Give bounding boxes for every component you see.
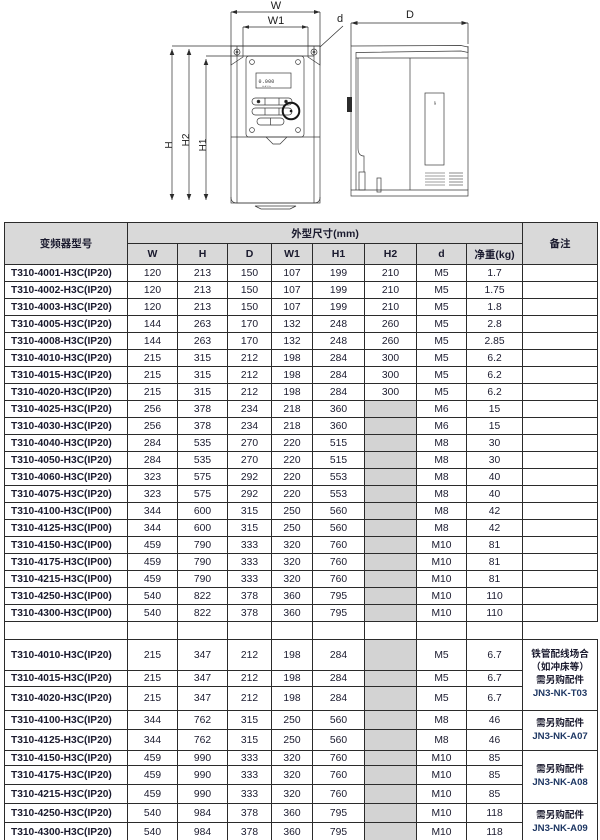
svg-text:W1: W1 [268,15,285,27]
svg-text:H: H [164,141,175,148]
svg-text:d: d [337,13,343,25]
svg-text:W: W [271,0,282,12]
svg-text:0.000: 0.000 [259,79,275,85]
svg-text:Hz A V Hz: Hz A V Hz [262,85,271,88]
svg-text:H1: H1 [198,138,209,151]
svg-text:H2: H2 [181,133,192,146]
svg-text:D: D [406,9,414,21]
svg-text:AB: AB [433,101,437,105]
